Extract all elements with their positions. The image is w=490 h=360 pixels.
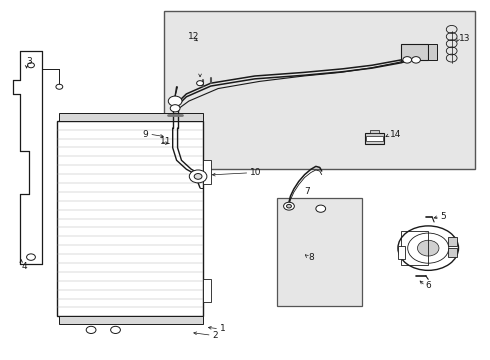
Text: 10: 10 <box>250 168 261 177</box>
Circle shape <box>284 202 294 210</box>
Bar <box>448 248 457 257</box>
Circle shape <box>417 240 439 256</box>
Circle shape <box>168 96 182 106</box>
Bar <box>59 316 203 324</box>
Bar <box>59 113 203 121</box>
Text: 8: 8 <box>309 253 314 262</box>
Text: 11: 11 <box>160 138 172 147</box>
Circle shape <box>189 170 207 183</box>
Bar <box>277 198 362 306</box>
Text: 1: 1 <box>220 324 225 333</box>
Bar <box>448 237 457 246</box>
Circle shape <box>194 174 202 179</box>
Circle shape <box>86 326 96 333</box>
Bar <box>428 44 437 60</box>
Bar <box>369 130 379 134</box>
Circle shape <box>398 226 459 270</box>
Bar <box>57 121 203 316</box>
Bar <box>203 160 211 184</box>
Text: 6: 6 <box>426 281 432 290</box>
Circle shape <box>26 254 35 260</box>
Text: 9: 9 <box>143 130 148 139</box>
Circle shape <box>27 63 34 68</box>
Bar <box>164 12 475 169</box>
Text: 14: 14 <box>390 130 401 139</box>
Bar <box>365 134 384 144</box>
Circle shape <box>287 204 292 208</box>
Text: 12: 12 <box>188 32 199 41</box>
Bar <box>401 44 428 60</box>
Text: 13: 13 <box>459 34 470 43</box>
Bar <box>398 246 405 259</box>
Circle shape <box>412 57 420 63</box>
Circle shape <box>56 84 63 89</box>
Text: 4: 4 <box>21 262 27 271</box>
Circle shape <box>111 326 121 333</box>
Circle shape <box>316 205 326 212</box>
Bar <box>401 231 428 265</box>
Bar <box>366 136 383 140</box>
Text: 2: 2 <box>212 331 218 340</box>
Circle shape <box>196 81 203 86</box>
Text: 3: 3 <box>26 57 32 66</box>
Text: 7: 7 <box>305 187 310 196</box>
Circle shape <box>403 57 412 63</box>
Circle shape <box>170 105 180 112</box>
Text: 5: 5 <box>441 212 446 221</box>
Bar <box>203 279 211 302</box>
